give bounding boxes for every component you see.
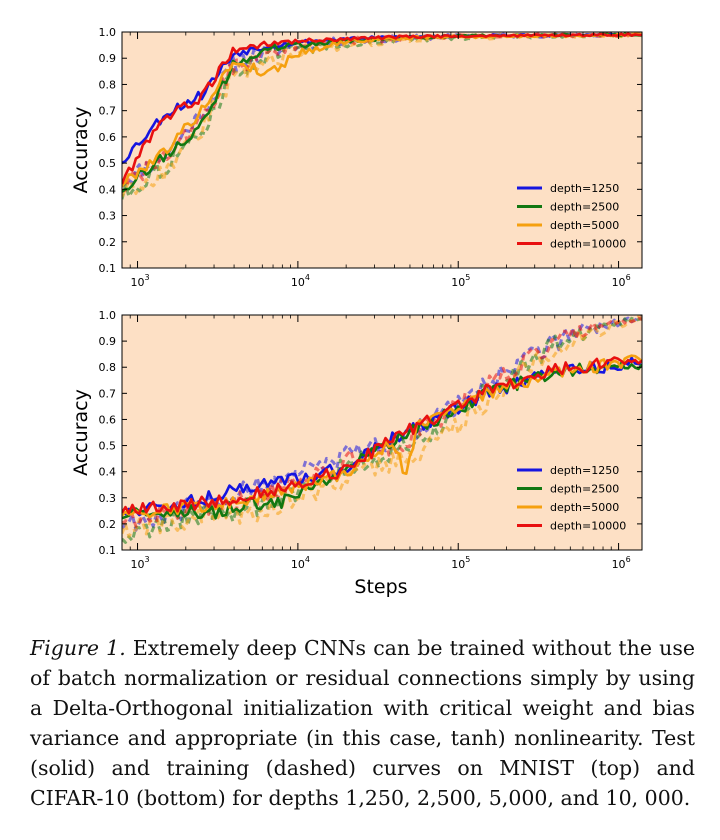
x-tick-label: 104 xyxy=(291,555,310,571)
x-tick-label: 104 xyxy=(291,273,310,289)
chart-panel-2: 0.1 0.2 0.3 0.4 0.5 0.6 0.7 0.8 0.9 1.0 103 104 105 1… xyxy=(70,309,643,598)
legend-label: depth=1250 xyxy=(550,182,619,195)
caption-text-2: ) nonlinearity. Test (solid) and trainin… xyxy=(30,726,695,810)
caption-tanh: tanh xyxy=(450,726,498,750)
chart-panel-1: 0.1 0.2 0.3 0.4 0.5 0.6 0.7 0.8 0.9 1.0 103 104 105 1… xyxy=(70,26,643,289)
legend-label: depth=10000 xyxy=(550,520,626,533)
x-tick-label: 103 xyxy=(131,273,150,289)
train-line-depth=2500 xyxy=(122,316,642,544)
y-tick-label: 0.1 xyxy=(99,544,117,557)
x-tick-label: 103 xyxy=(131,555,150,571)
figure: 0.1 0.2 0.3 0.4 0.5 0.6 0.7 0.8 0.9 1.0 103 104 105 1… xyxy=(70,26,643,598)
legend-label: depth=10000 xyxy=(550,238,626,251)
y-tick-label: 0.2 xyxy=(99,518,117,531)
legend-label: depth=5000 xyxy=(550,501,619,514)
legend-label: depth=1250 xyxy=(550,464,619,477)
figure-svg: 0.1 0.2 0.3 0.4 0.5 0.6 0.7 0.8 0.9 1.0 103 104 105 1… xyxy=(70,26,643,598)
y-tick-label: 1.0 xyxy=(99,26,117,39)
test-line-depth=10000 xyxy=(122,356,642,515)
legend-label: depth=2500 xyxy=(550,483,619,496)
x-axis-label: Steps xyxy=(354,576,407,598)
series-lines xyxy=(122,315,642,544)
series-lines xyxy=(122,32,642,200)
plot-frame xyxy=(121,314,643,551)
y-tick-label: 0.3 xyxy=(99,492,117,505)
caption-text-1: Extremely deep CNNs can be trained witho… xyxy=(30,636,695,750)
y-tick-label: 1.0 xyxy=(99,309,117,322)
x-tick-label: 105 xyxy=(451,555,470,571)
y-tick-label: 0.9 xyxy=(99,52,117,65)
y-tick-label: 0.4 xyxy=(99,183,117,196)
x-tick-label: 105 xyxy=(451,273,470,289)
y-axis-label: Accuracy xyxy=(70,107,92,194)
plot-frame xyxy=(121,31,643,269)
y-axis-label: Accuracy xyxy=(70,389,92,476)
test-line-depth=10000 xyxy=(122,32,642,185)
y-tick-label: 0.8 xyxy=(99,78,117,91)
y-tick-label: 0.6 xyxy=(99,131,117,144)
y-tick-label: 0.8 xyxy=(99,361,117,374)
legend-label: depth=5000 xyxy=(550,219,619,232)
y-tick-label: 0.7 xyxy=(99,105,117,118)
y-tick-label: 0.2 xyxy=(99,236,117,249)
y-tick-label: 0.5 xyxy=(99,157,117,170)
x-tick-label: 106 xyxy=(612,273,631,289)
legend-label: depth=2500 xyxy=(550,201,619,214)
plot-area xyxy=(122,32,642,268)
caption-lead: Figure 1. xyxy=(30,636,126,660)
y-tick-label: 0.9 xyxy=(99,335,117,348)
y-tick-label: 0.5 xyxy=(99,440,117,453)
y-tick-label: 0.6 xyxy=(99,413,117,426)
y-tick-label: 0.3 xyxy=(99,210,117,223)
y-tick-label: 0.7 xyxy=(99,387,117,400)
y-tick-label: 0.1 xyxy=(99,262,117,275)
caption-depths: 1,250, 2,500, 5,000, and 10, 000. xyxy=(345,786,691,810)
y-tick-label: 0.4 xyxy=(99,466,117,479)
x-tick-label: 106 xyxy=(612,555,631,571)
figure-caption: Figure 1. Extremely deep CNNs can be tra… xyxy=(30,633,695,813)
